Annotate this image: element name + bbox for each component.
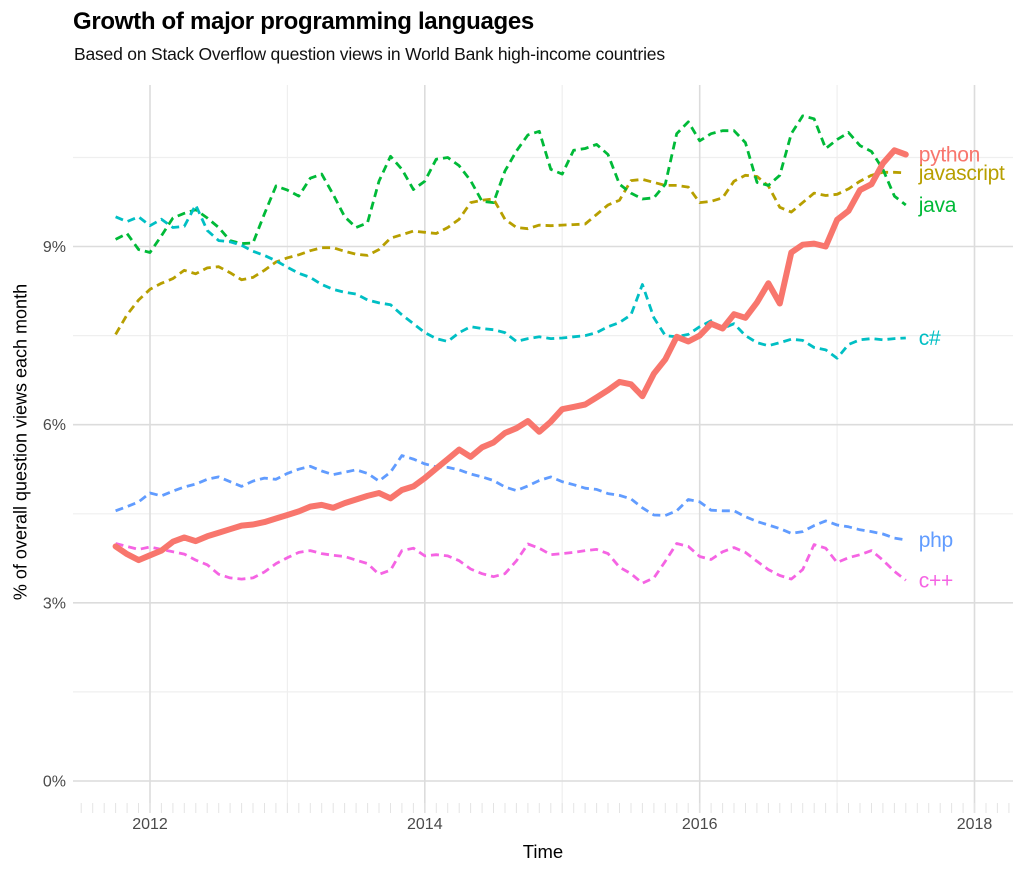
series-line-c-sharp <box>115 203 906 360</box>
y-axis-title: % of overall question views each month <box>10 283 31 601</box>
series-line-java <box>114 114 907 254</box>
x-tick-label: 2018 <box>957 816 993 833</box>
x-axis-title: Time <box>522 841 564 862</box>
series-line-javascript <box>114 170 906 336</box>
series-label-c-plus-plus: c++ <box>919 569 953 592</box>
series-label-c-sharp: c# <box>919 327 941 350</box>
series-label-php: php <box>919 529 953 552</box>
x-tick-label: 2014 <box>407 816 443 833</box>
series-line-c-plus-plus <box>115 542 907 585</box>
y-tick-label: 9% <box>43 239 66 256</box>
series-label-python: python <box>919 144 980 167</box>
y-tick-label: 3% <box>43 595 66 612</box>
series-line-python <box>112 147 909 564</box>
y-tick-label: 0% <box>43 774 66 791</box>
x-tick-label: 2016 <box>682 816 718 833</box>
series-label-java: java <box>918 194 957 217</box>
chart-subtitle: Based on Stack Overflow question views i… <box>74 44 665 64</box>
x-tick-label: 2012 <box>132 816 168 833</box>
chart-title: Growth of major programming languages <box>73 8 534 35</box>
y-tick-label: 6% <box>43 417 66 434</box>
series-line-php <box>115 454 907 542</box>
series-label-javascript: javascript <box>918 162 1005 185</box>
